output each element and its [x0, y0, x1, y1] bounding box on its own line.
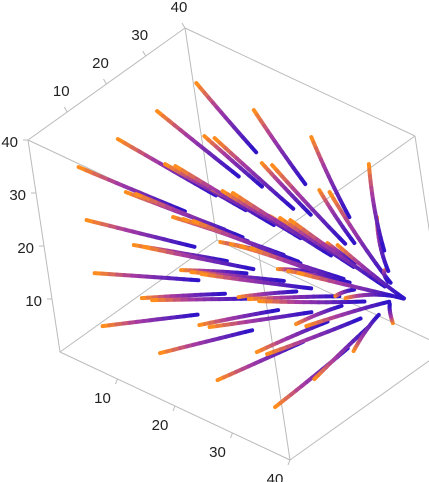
- z-tick-label: 30: [9, 187, 26, 204]
- streamline-segment: [275, 278, 286, 283]
- streamline-segment: [344, 209, 352, 220]
- y-tick: [142, 50, 147, 57]
- y-tick: [103, 78, 107, 85]
- x-tick-label: 30: [209, 444, 226, 461]
- x-tick-label: 40: [267, 471, 284, 482]
- streamline-segment: [337, 236, 348, 246]
- streamline-segment: [243, 265, 256, 272]
- streamline-segment: [184, 242, 197, 249]
- streamline-segment: [396, 292, 407, 301]
- streamline-segment: [264, 218, 276, 228]
- streamline-segment: [249, 145, 259, 155]
- streamline-segment: [301, 285, 314, 291]
- y-tick-label: 20: [92, 55, 109, 72]
- box-edge: [184, 27, 218, 241]
- y-tick-label: 10: [53, 83, 70, 100]
- x-tick: [115, 378, 118, 385]
- streamline-segment: [385, 293, 394, 298]
- z-tick-label: 40: [1, 134, 18, 151]
- box-edge: [184, 27, 416, 137]
- streamline-segment: [336, 303, 344, 309]
- streamline-segment: [232, 232, 245, 240]
- y-tick: [63, 106, 68, 113]
- streamline-segment: [352, 316, 363, 324]
- streamline-segment: [270, 308, 281, 314]
- streamline-segment: [189, 277, 201, 283]
- streamline-segment: [349, 236, 357, 246]
- streamlines: [76, 81, 407, 410]
- y-tick-label: 40: [171, 0, 188, 16]
- streamline-segment: [380, 242, 387, 253]
- box-edge: [216, 239, 429, 341]
- streamline-segment: [243, 328, 255, 334]
- streamline-segment: [218, 257, 229, 264]
- x-tick-label: 10: [94, 390, 111, 407]
- streamline-segment: [374, 312, 381, 320]
- x-tick-label: 20: [152, 417, 169, 434]
- streamline-segment: [255, 180, 264, 189]
- streamline-segment: [385, 278, 391, 284]
- streamline-segment: [302, 310, 314, 316]
- y-tick: [181, 22, 186, 29]
- streamline-segment: [299, 176, 308, 187]
- streamline-segment: [285, 201, 296, 211]
- streamline-segment: [322, 249, 334, 258]
- streamline-segment: [288, 256, 301, 264]
- x-tick: [172, 405, 176, 412]
- y-tick-label: 30: [131, 27, 148, 44]
- box-edge: [289, 360, 429, 461]
- streamline-segment: [188, 312, 200, 318]
- x-tick: [230, 432, 233, 439]
- streamline-segment: [320, 319, 330, 326]
- z-tick-label: 10: [25, 293, 42, 310]
- streamline-segment: [338, 278, 351, 285]
- streamline-segment: [381, 299, 392, 306]
- streamline-segment: [304, 208, 313, 217]
- box-edge: [414, 135, 429, 233]
- streamline-segment: [230, 169, 241, 179]
- streamline-segment: [384, 264, 391, 274]
- z-tick-label: 20: [17, 240, 34, 257]
- streamline-segment: [175, 206, 187, 214]
- x-tick: [287, 459, 291, 466]
- tick-labels: 10 20 30 40 10 20 30 40 10 20 30 40: [1, 0, 291, 482]
